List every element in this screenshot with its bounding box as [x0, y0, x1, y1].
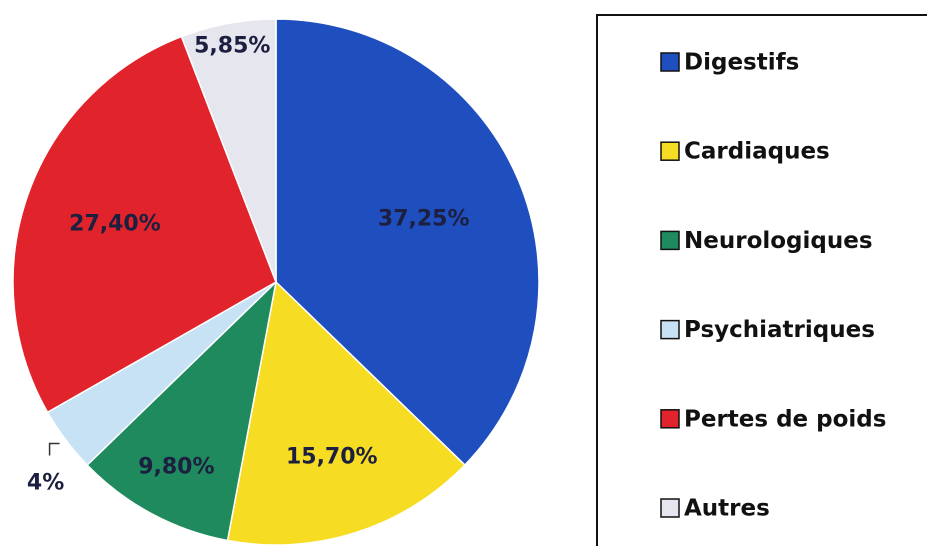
legend-swatch: [660, 409, 680, 429]
legend-swatch: [660, 319, 680, 340]
legend-swatch: [660, 230, 680, 251]
data-label: 37,25%: [378, 206, 470, 231]
legend-label: Cardiaques: [684, 139, 830, 165]
data-label: 5,85%: [194, 34, 270, 59]
data-label: 4%: [27, 470, 64, 495]
legend-swatch: [660, 52, 680, 72]
legend-label: Psychiatriques: [684, 317, 875, 343]
pie-slice: [226, 280, 466, 546]
leader-line: [48, 442, 60, 456]
legend-swatch: [660, 498, 680, 518]
data-label: 15,70%: [286, 444, 378, 469]
pie-slice: [12, 35, 277, 414]
legend-label: Pertes de poids: [684, 406, 886, 432]
pie-slice: [275, 18, 540, 467]
legend-label: Neurologiques: [684, 228, 873, 254]
pie-slice: [180, 18, 277, 283]
legend-box: [596, 14, 927, 546]
legend-swatch: [660, 141, 680, 161]
legend-label: Autres: [684, 496, 770, 522]
pie-slice: [86, 279, 278, 542]
data-label: 9,80%: [138, 454, 214, 479]
legend-label: Digestifs: [684, 50, 799, 76]
data-label: 27,40%: [69, 212, 161, 237]
